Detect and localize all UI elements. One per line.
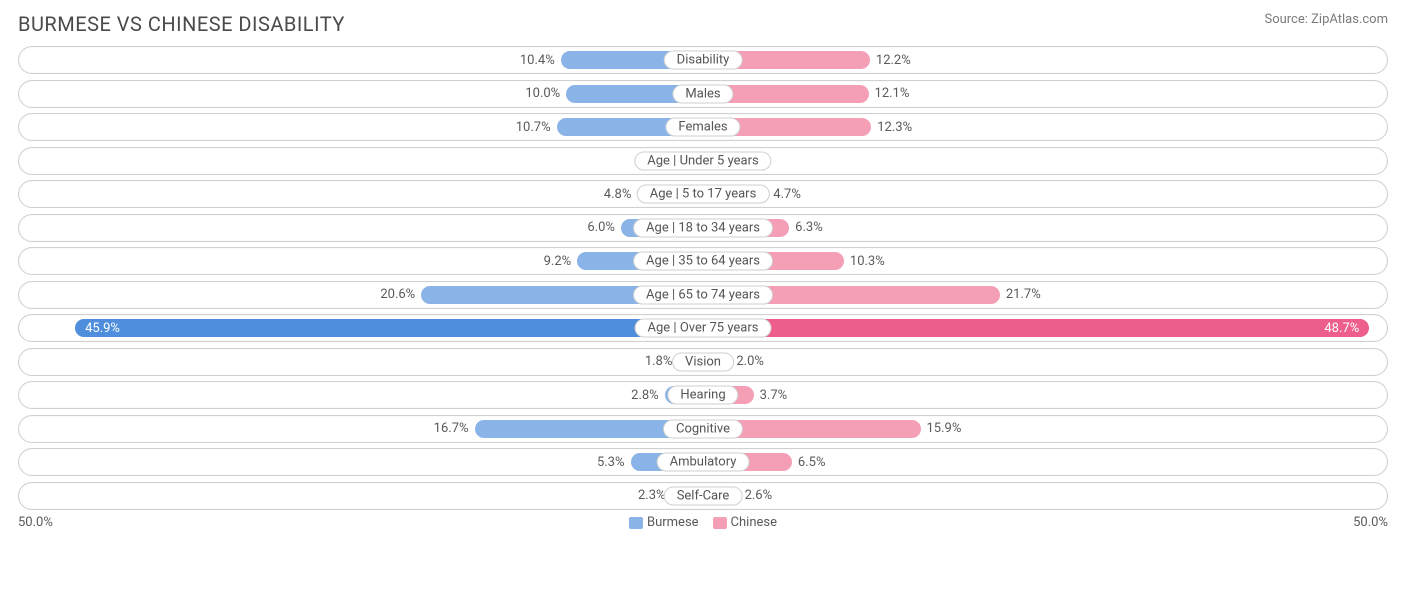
value-chinese: 6.5% <box>792 449 826 475</box>
value-burmese: 10.7% <box>516 114 557 140</box>
value-burmese: 16.7% <box>434 416 475 442</box>
value-burmese: 9.2% <box>544 248 578 274</box>
value-burmese: 45.9% <box>75 315 126 341</box>
value-chinese: 10.3% <box>844 248 885 274</box>
category-label: Vision <box>672 352 734 371</box>
chart-row: 4.8% 4.7%Age | 5 to 17 years <box>18 180 1388 208</box>
category-label: Age | Under 5 years <box>634 151 771 170</box>
category-label: Disability <box>664 51 743 70</box>
chart-row: 16.7% 15.9% Cognitive <box>18 415 1388 443</box>
chart-row: 20.6% 21.7% Age | 65 to 74 years <box>18 281 1388 309</box>
category-label: Age | 65 to 74 years <box>633 285 773 304</box>
diverging-bar-chart: 10.4% 12.2% Disability 10.0% 12.1% Males 10.7%… <box>18 46 1388 510</box>
bar-chinese <box>703 319 1369 337</box>
chart-row: 9.2% 10.3% Age | 35 to 64 years <box>18 247 1388 275</box>
value-burmese: 10.0% <box>525 81 566 107</box>
value-chinese: 6.3% <box>789 215 823 241</box>
axis-max-left: 50.0% <box>18 515 703 530</box>
value-chinese: 15.9% <box>921 416 962 442</box>
legend-swatch-burmese <box>629 517 643 529</box>
value-burmese: 2.8% <box>631 382 665 408</box>
category-label: Self-Care <box>664 486 743 505</box>
category-label: Age | 5 to 17 years <box>637 185 770 204</box>
value-chinese: 2.6% <box>739 483 773 509</box>
legend-item-chinese: Chinese <box>713 515 777 530</box>
chart-row: 45.9% 48.7% Age | Over 75 years <box>18 314 1388 342</box>
category-label: Age | 35 to 64 years <box>633 252 773 271</box>
legend-label-burmese: Burmese <box>647 515 699 530</box>
category-label: Age | Over 75 years <box>635 319 772 338</box>
value-chinese: 2.0% <box>730 349 764 375</box>
chart-row: 5.3% 6.5% Ambulatory <box>18 448 1388 476</box>
value-burmese: 10.4% <box>520 47 561 73</box>
chart-row: 2.8% 3.7% Hearing <box>18 381 1388 409</box>
value-chinese: 4.7% <box>767 181 801 207</box>
bar-burmese <box>75 319 703 337</box>
value-chinese: 12.1% <box>869 81 910 107</box>
value-burmese: 4.8% <box>604 181 638 207</box>
value-burmese: 20.6% <box>380 282 421 308</box>
legend-item-burmese: Burmese <box>629 515 699 530</box>
category-label: Males <box>672 84 733 103</box>
chart-footer: 50.0% Burmese Chinese 50.0% <box>18 515 1388 530</box>
value-chinese: 21.7% <box>1000 282 1041 308</box>
value-chinese: 48.7% <box>1318 315 1369 341</box>
value-chinese: 12.3% <box>871 114 912 140</box>
legend-swatch-chinese <box>713 517 727 529</box>
legend-label-chinese: Chinese <box>731 515 777 530</box>
legend: Burmese Chinese <box>629 515 777 530</box>
value-chinese: 12.2% <box>870 47 911 73</box>
chart-row: 6.0% 6.3% Age | 18 to 34 years <box>18 214 1388 242</box>
chart-header: BURMESE VS CHINESE DISABILITY Source: Zi… <box>18 12 1388 36</box>
category-label: Females <box>665 118 740 137</box>
axis-max-right: 50.0% <box>703 515 1388 530</box>
chart-row: 10.4% 12.2% Disability <box>18 46 1388 74</box>
value-burmese: 5.3% <box>597 449 631 475</box>
chart-row: 1.1%1.1%Age | Under 5 years <box>18 147 1388 175</box>
chart-row: 10.0% 12.1% Males <box>18 80 1388 108</box>
category-label: Cognitive <box>663 419 743 438</box>
category-label: Age | 18 to 34 years <box>633 218 773 237</box>
chart-row: 2.3%2.6%Self-Care <box>18 482 1388 510</box>
chart-title: BURMESE VS CHINESE DISABILITY <box>18 12 345 36</box>
category-label: Ambulatory <box>657 453 750 472</box>
category-label: Hearing <box>667 386 738 405</box>
chart-row: 10.7% 12.3% Females <box>18 113 1388 141</box>
value-burmese: 6.0% <box>587 215 621 241</box>
chart-source: Source: ZipAtlas.com <box>1264 12 1388 27</box>
value-chinese: 3.7% <box>754 382 788 408</box>
chart-row: 1.8%2.0%Vision <box>18 348 1388 376</box>
